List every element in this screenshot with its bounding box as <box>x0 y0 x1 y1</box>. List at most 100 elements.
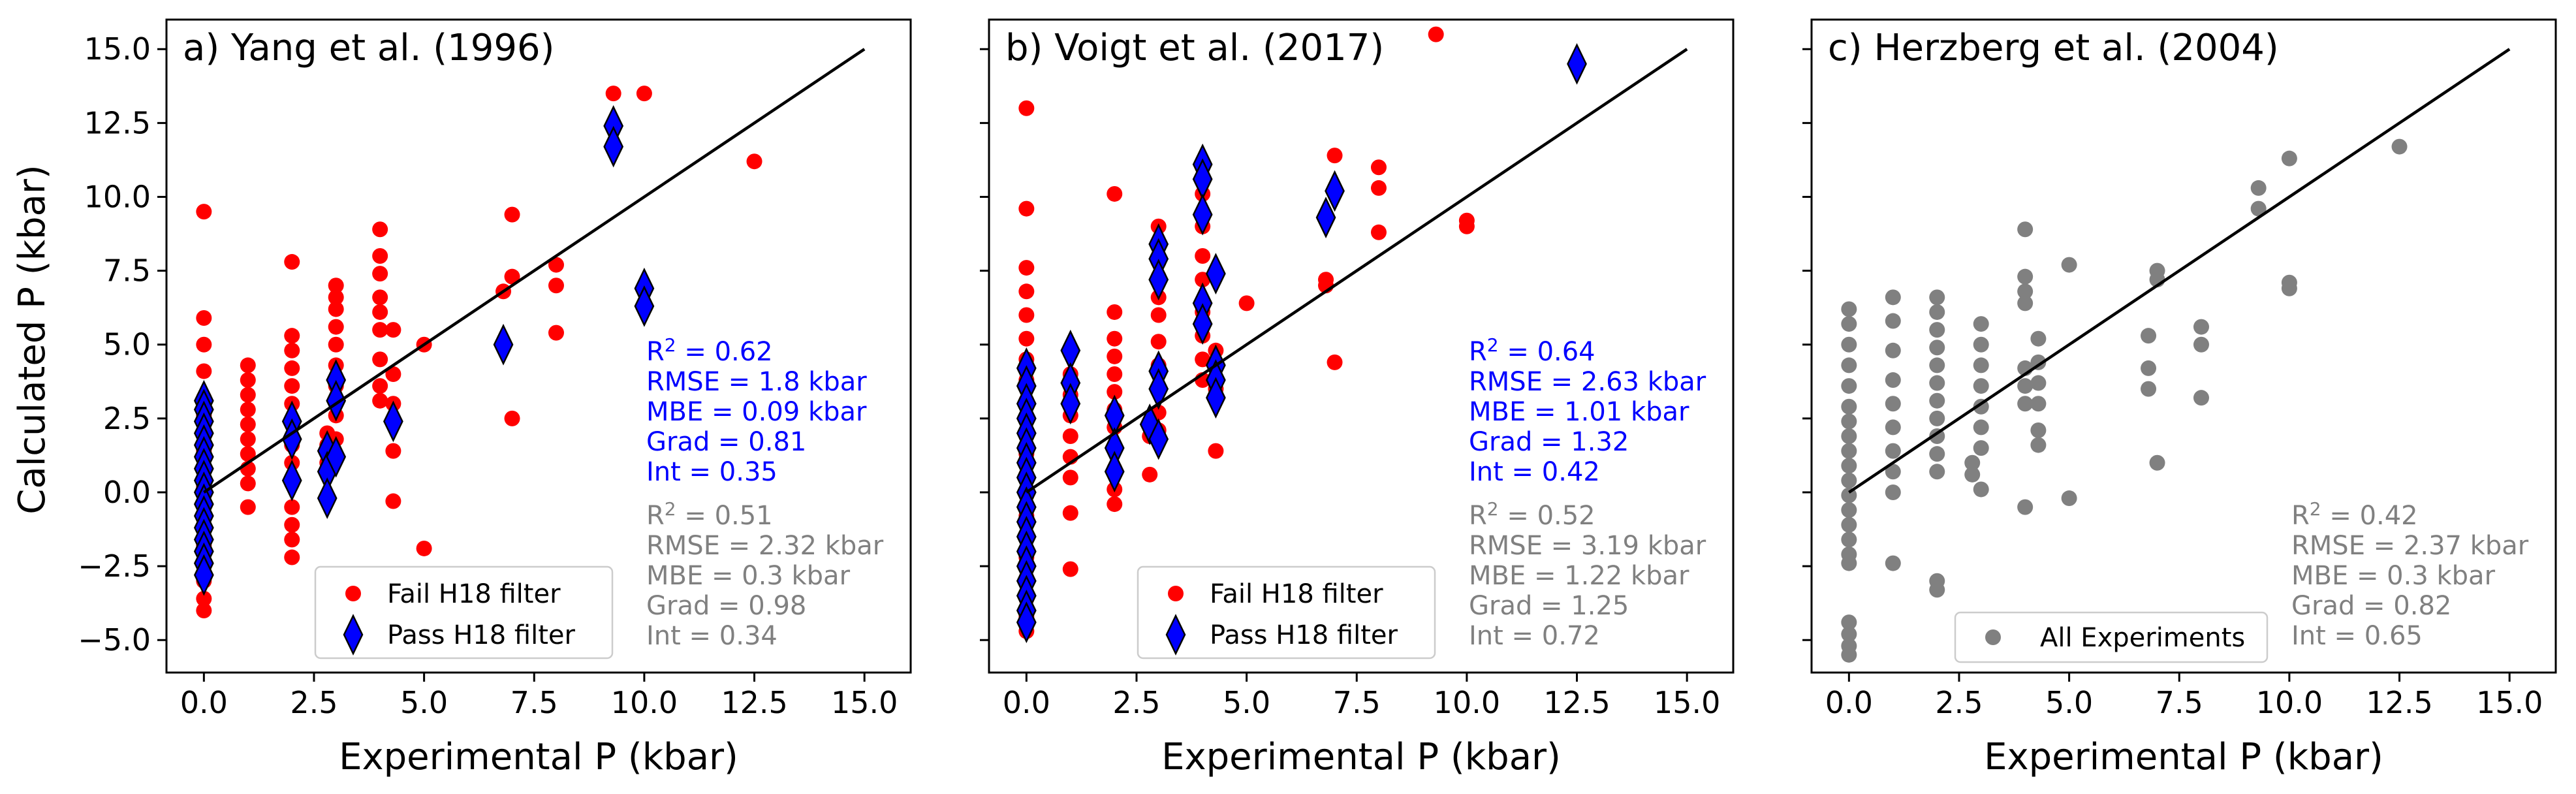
data-point <box>240 402 256 418</box>
data-point <box>385 443 401 459</box>
data-point <box>328 278 344 294</box>
data-point <box>1208 443 1224 459</box>
x-tick-label: 5.0 <box>2045 685 2093 720</box>
data-point <box>1018 283 1035 300</box>
data-point <box>1841 398 1857 415</box>
data-point <box>2017 268 2034 285</box>
data-point <box>2193 336 2209 353</box>
data-point <box>2193 390 2209 406</box>
stat-mbe: MBE = 1.01 kbar <box>1469 397 1689 427</box>
data-point <box>196 336 212 353</box>
data-point <box>1327 354 1343 370</box>
data-point <box>1018 307 1035 323</box>
data-point <box>1841 413 1857 430</box>
x-tick-label: 12.5 <box>721 685 787 720</box>
data-point-diamond <box>1148 418 1169 460</box>
stat-rmse: RMSE = 1.8 kbar <box>646 367 867 397</box>
data-point <box>1929 357 1945 373</box>
legend-label: Fail H18 filter <box>1210 579 1383 609</box>
data-point <box>1885 555 1901 571</box>
data-point-diamond <box>317 477 338 519</box>
data-point <box>1370 224 1387 240</box>
data-point <box>1973 419 1989 436</box>
data-point <box>504 410 520 426</box>
data-point-diamond <box>193 554 214 596</box>
data-point-diamond <box>493 323 514 366</box>
stat-r2: R2 = 0.52 <box>1469 498 1595 531</box>
data-point-diamond <box>1104 451 1125 493</box>
data-point <box>372 378 388 394</box>
data-point <box>240 387 256 403</box>
data-point <box>1929 340 1945 356</box>
stat-int: Int = 0.35 <box>646 457 778 487</box>
data-point <box>240 475 256 492</box>
data-point <box>1973 378 1989 394</box>
data-point <box>328 336 344 353</box>
data-point <box>372 392 388 409</box>
data-point <box>196 310 212 326</box>
data-point-diamond <box>634 285 655 327</box>
data-point <box>1929 582 1945 598</box>
data-point <box>2030 396 2047 412</box>
data-point <box>196 363 212 379</box>
data-point <box>2281 280 2297 296</box>
data-point <box>2141 328 2157 344</box>
stat-mbe: MBE = 0.3 kbar <box>2291 561 2496 591</box>
data-point-diamond <box>1206 377 1226 419</box>
data-point <box>328 301 344 317</box>
data-point <box>1841 555 1857 571</box>
data-point-diamond <box>326 379 347 422</box>
panel-title: a) Yang et al. (1996) <box>183 27 555 69</box>
stat-mbe: MBE = 0.3 kbar <box>646 561 851 591</box>
data-point <box>1929 410 1945 426</box>
stat-int: Int = 0.72 <box>1469 621 1600 651</box>
data-point <box>240 446 256 462</box>
data-point <box>1195 351 1211 368</box>
stat-rmse: RMSE = 2.37 kbar <box>2291 531 2529 561</box>
data-point <box>284 360 300 376</box>
legend-label: Pass H18 filter <box>1210 620 1398 650</box>
data-point <box>2193 319 2209 335</box>
y-tick-label: 10.0 <box>84 179 151 214</box>
legend-marker-pass <box>343 614 364 656</box>
data-point <box>1841 428 1857 445</box>
stat-r2: R2 = 0.64 <box>1469 334 1595 367</box>
y-tick-label: −2.5 <box>78 548 151 584</box>
data-point <box>284 254 300 270</box>
stat-rmse: RMSE = 2.32 kbar <box>646 531 884 561</box>
data-point <box>1458 218 1475 234</box>
data-point <box>1841 472 1857 488</box>
data-point <box>1973 440 1989 456</box>
data-point <box>1885 396 1901 412</box>
x-tick-label: 7.5 <box>1333 685 1381 720</box>
data-point <box>1841 646 1857 663</box>
data-point <box>2250 200 2267 217</box>
data-point-diamond <box>383 400 403 443</box>
data-point-diamond <box>281 418 302 460</box>
data-point <box>1018 260 1035 276</box>
data-point <box>2017 499 2034 515</box>
data-point <box>1885 464 1901 480</box>
x-tick-label: 2.5 <box>1935 685 1983 720</box>
series-pass-h18-filter <box>193 105 655 596</box>
x-tick-label: 10.0 <box>1434 685 1500 720</box>
x-tick-label: 15.0 <box>1654 685 1720 720</box>
data-point <box>2061 490 2077 507</box>
data-point <box>372 221 388 238</box>
data-point <box>1964 466 1981 483</box>
stat-mbe: MBE = 1.22 kbar <box>1469 561 1689 591</box>
data-point <box>1885 313 1901 329</box>
data-point <box>1195 247 1211 264</box>
y-tick-label: 15.0 <box>84 31 151 67</box>
data-point <box>1150 334 1167 350</box>
data-point <box>240 372 256 389</box>
data-point <box>1107 366 1123 382</box>
data-point <box>2141 381 2157 397</box>
data-point <box>196 204 212 220</box>
data-point-diamond <box>1192 193 1213 236</box>
stat-grad: Grad = 0.82 <box>2291 591 2451 621</box>
stat-r2: R2 = 0.42 <box>2291 498 2418 531</box>
data-point <box>1018 330 1035 347</box>
